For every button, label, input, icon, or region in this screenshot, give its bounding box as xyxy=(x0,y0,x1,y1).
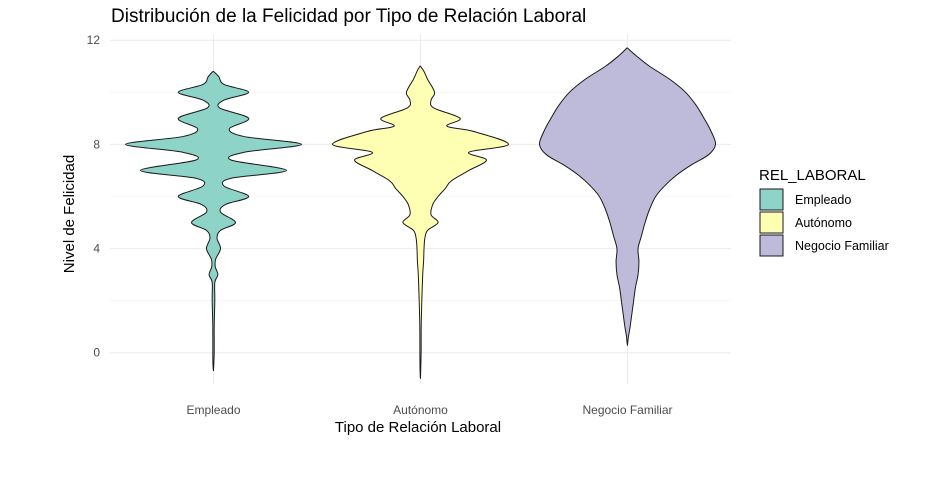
y-tick-label: 12 xyxy=(87,33,101,47)
legend-items: Empleado Autónomo Negocio Familiar xyxy=(759,188,889,257)
chart-title: Distribución de la Felicidad por Tipo de… xyxy=(111,6,586,27)
x-tick-label: Autónomo xyxy=(393,403,448,417)
x-axis-ticks: Empleado Autónomo Negocio Familiar xyxy=(186,403,672,417)
legend-swatch xyxy=(759,211,784,234)
legend-label: Autónomo xyxy=(795,216,852,230)
violin-negocio-familiar xyxy=(538,47,717,347)
x-tick-label: Empleado xyxy=(186,403,240,417)
y-axis-title: Nivel de Felicidad xyxy=(61,155,78,273)
y-axis-ticks: 0 4 8 12 xyxy=(87,33,101,360)
legend-label: Empleado xyxy=(795,193,851,207)
legend-title: REL_LABORAL xyxy=(759,167,866,184)
legend-swatch xyxy=(759,188,784,211)
x-tick-label: Negocio Familiar xyxy=(582,403,672,417)
y-tick-label: 0 xyxy=(93,346,100,360)
violin-autonomo xyxy=(331,65,510,379)
y-tick-label: 8 xyxy=(93,137,100,151)
legend-label: Negocio Familiar xyxy=(795,239,889,253)
legend: REL_LABORAL Empleado Autónomo Negocio Fami… xyxy=(759,167,889,257)
y-tick-label: 4 xyxy=(93,242,100,256)
violin-empleado xyxy=(124,70,303,372)
x-axis-title: Tipo de Relación Laboral xyxy=(335,419,501,436)
violin-group xyxy=(124,47,717,379)
legend-swatch xyxy=(759,234,784,257)
